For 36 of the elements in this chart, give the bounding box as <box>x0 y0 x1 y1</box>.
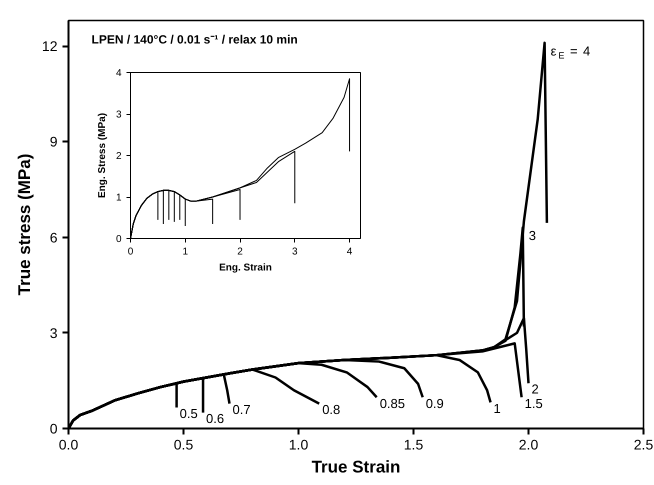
y-tick-label: 9 <box>50 134 58 150</box>
x-tick-label: 0.0 <box>58 436 78 452</box>
y-tick-label: 2 <box>116 151 122 162</box>
y-tick-label: 4 <box>116 68 122 79</box>
y-tick-label: 0 <box>116 234 122 245</box>
y-tick-label: 12 <box>42 38 58 54</box>
y-tick-label: 1 <box>116 192 122 204</box>
x-tick-label: 1.0 <box>288 436 308 452</box>
x-tick-label: 0.5 <box>174 436 194 452</box>
y-tick-label: 3 <box>116 110 122 120</box>
x-tick-label: 2 <box>237 246 244 258</box>
y-axis-title: True stress (MPa) <box>14 154 34 296</box>
series-label: 2 <box>532 382 539 397</box>
x-tick-label: 4 <box>346 246 353 258</box>
series-label: 1.5 <box>524 396 543 411</box>
y-tick-label: 0 <box>50 420 58 436</box>
y-axis-title: Eng. Stress (MPa) <box>96 112 108 198</box>
series-label: 0.6 <box>206 411 224 426</box>
y-tick-label: 6 <box>50 229 58 246</box>
series-label: 0.9 <box>426 396 444 411</box>
series-label: 0.5 <box>180 406 198 421</box>
x-axis-title: Eng. Strain <box>219 262 272 274</box>
series-label: 0.7 <box>232 402 251 418</box>
text: LPEN / 140°C / 0.01 s⁻¹ / relax 10 min <box>92 32 298 47</box>
series-label: 0.8 <box>322 402 340 418</box>
x-tick-label: 0 <box>128 246 134 258</box>
series-label: 3 <box>528 228 536 244</box>
x-tick-label: 2.5 <box>634 436 654 452</box>
x-tick-label: 2.0 <box>518 436 538 452</box>
x-tick-label: 3 <box>292 246 298 258</box>
series-label: 0.85 <box>380 396 406 411</box>
x-tick-label: 1.5 <box>404 436 424 452</box>
y-tick-label: 3 <box>50 324 58 341</box>
x-tick-label: 1 <box>182 246 188 258</box>
series-label: 1 <box>494 400 501 416</box>
x-axis-title: True Strain <box>312 458 400 476</box>
